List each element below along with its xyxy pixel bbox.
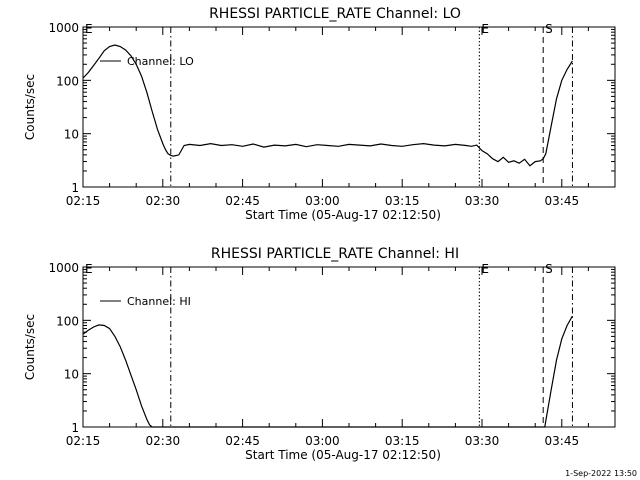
event-marker-label: E	[85, 22, 93, 36]
chart-panel-1: RHESSI PARTICLE_RATE Channel: LO Start Ti…	[23, 6, 616, 222]
x-tick-label: 03:45	[545, 434, 580, 448]
chart-title: RHESSI PARTICLE_RATE Channel: LO	[209, 6, 461, 22]
event-marker-label: E	[481, 22, 489, 36]
y-tick-label: 1000	[48, 21, 79, 35]
y-tick-label: 10	[64, 128, 79, 142]
y-tick-label: 1	[71, 421, 79, 435]
event-marker-label: S	[545, 22, 553, 36]
x-tick-label: 02:30	[146, 434, 181, 448]
x-tick-label: 02:30	[146, 194, 181, 208]
y-tick-label: 100	[56, 314, 79, 328]
x-axis-label: Start Time (05-Aug-17 02:12:50)	[245, 208, 441, 222]
x-axis-label: Start Time (05-Aug-17 02:12:50)	[245, 448, 441, 462]
chart-title: RHESSI PARTICLE_RATE Channel: HI	[211, 246, 459, 262]
x-tick-label: 02:15	[66, 434, 101, 448]
x-tick-label: 02:15	[66, 194, 101, 208]
x-tick-label: 03:00	[305, 434, 340, 448]
y-tick-label: 10	[64, 368, 79, 382]
event-marker-label: S	[545, 262, 553, 276]
x-tick-label: 03:00	[305, 194, 340, 208]
footer-timestamp: 1-Sep-2022 13:50	[565, 469, 637, 478]
data-series-line	[82, 315, 573, 428]
x-tick-label: 03:15	[385, 434, 420, 448]
plot-frame	[82, 26, 616, 188]
y-tick-label: 1	[71, 181, 79, 195]
chart-panel-2: RHESSI PARTICLE_RATE Channel: HI Start Ti…	[23, 246, 616, 462]
legend-label: Channel: HI	[127, 295, 191, 308]
y-tick-label: 1000	[48, 261, 79, 275]
x-tick-label: 03:30	[465, 194, 500, 208]
x-tick-label: 02:45	[225, 434, 260, 448]
x-tick-label: 03:15	[385, 194, 420, 208]
plot-frame	[82, 266, 616, 428]
legend-label: Channel: LO	[127, 55, 194, 68]
event-marker-label: E	[85, 262, 93, 276]
y-axis-label: Counts/sec	[23, 74, 37, 140]
y-tick-label: 100	[56, 74, 79, 88]
x-tick-label: 03:45	[545, 194, 580, 208]
data-series-line	[82, 44, 573, 167]
event-marker-label: E	[481, 262, 489, 276]
x-tick-label: 03:30	[465, 434, 500, 448]
x-tick-label: 02:45	[225, 194, 260, 208]
y-axis-label: Counts/sec	[23, 314, 37, 380]
